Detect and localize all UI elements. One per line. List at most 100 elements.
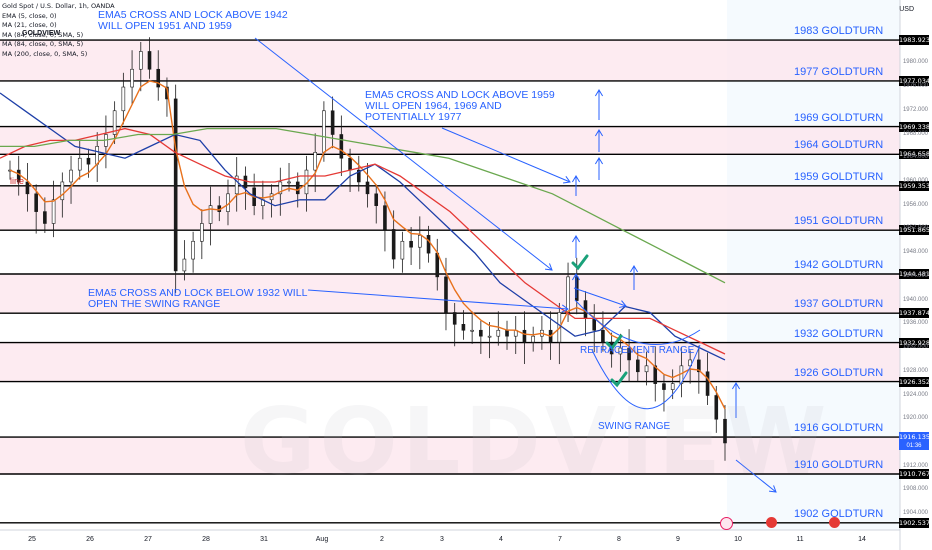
annotation-arrow bbox=[573, 287, 627, 307]
annotation-line: EMA5 CROSS AND LOCK ABOVE 1959 bbox=[365, 89, 555, 101]
y-tick-label: 1956.000 bbox=[902, 201, 928, 208]
candle-body bbox=[147, 51, 152, 70]
chart-legend: Gold Spot / U.S. Dollar, 1h, OANDA EMA (… bbox=[2, 2, 115, 59]
y-tick-label: 1928.000 bbox=[902, 367, 928, 374]
zone-band bbox=[0, 185, 900, 231]
candle-body bbox=[313, 151, 317, 171]
legend-ema5[interactable]: EMA (5, close, 0) bbox=[2, 11, 57, 20]
candle-body bbox=[60, 181, 65, 201]
goldturn-label: 1969 GOLDTURN bbox=[794, 111, 884, 124]
goldturn-label: 1910 GOLDTURN bbox=[794, 458, 884, 471]
legend-ma84-a[interactable]: MA (84, close, 0, SMA, 5) bbox=[2, 30, 84, 39]
event-flag-icon[interactable] bbox=[720, 517, 733, 530]
legend-ma84-b[interactable]: MA (84, close, 0, SMA, 5) bbox=[2, 40, 84, 48]
goldturn-label: 1977 GOLDTURN bbox=[794, 65, 884, 78]
retracement-curve bbox=[574, 299, 701, 345]
legend-ma21[interactable]: MA (21, close, 0) bbox=[2, 21, 57, 29]
candle-body bbox=[191, 240, 195, 260]
candle-body bbox=[461, 324, 466, 331]
goldturn-label: 1959 GOLDTURN bbox=[794, 170, 884, 183]
down-arrow-head bbox=[768, 485, 777, 493]
goldturn-label: 1937 GOLDTURN bbox=[794, 298, 884, 311]
goldturn-label: 1916 GOLDTURN bbox=[794, 422, 884, 435]
y-tick-label: 1940.000 bbox=[902, 296, 928, 303]
up-arrow-head bbox=[629, 265, 639, 273]
y-tick-label: 1912.000 bbox=[902, 462, 928, 469]
up-arrow-head bbox=[731, 382, 741, 390]
candle-body bbox=[714, 395, 719, 420]
check-icon bbox=[605, 334, 623, 351]
candle-body bbox=[409, 240, 413, 248]
candle-body bbox=[121, 86, 126, 112]
annotation-line: EMA5 CROSS AND LOCK ABOVE 1942 bbox=[98, 9, 288, 21]
level-price-tag: 1932.928 bbox=[899, 337, 931, 348]
annotation-line: EMA5 CROSS AND LOCK BELOW 1932 WILL bbox=[88, 287, 308, 299]
y-tick-label: 1976.000 bbox=[902, 83, 928, 90]
goldturn-label: 1983 GOLDTURN bbox=[794, 25, 884, 38]
candle-body bbox=[95, 146, 99, 165]
us-flag-icon[interactable] bbox=[766, 517, 777, 528]
x-tick-label: 4 bbox=[499, 536, 503, 543]
annotation-arrow-head bbox=[544, 263, 553, 271]
currency-label[interactable]: USD bbox=[899, 6, 914, 13]
y-tick-label: 1944.000 bbox=[902, 272, 928, 279]
goldturn-label: 1964 GOLDTURN bbox=[794, 139, 884, 152]
candle-body bbox=[208, 205, 213, 224]
annotation-line: WILL OPEN 1951 AND 1959 bbox=[98, 20, 232, 32]
annotation-line: POTENTIALLY 1977 bbox=[365, 111, 462, 123]
annotation-arrow-head bbox=[563, 176, 571, 184]
candle-body bbox=[43, 211, 47, 224]
zone-band bbox=[0, 437, 900, 474]
candle-body bbox=[487, 335, 492, 338]
brand-logo: GOLDVIEW bbox=[22, 30, 61, 37]
candle-body bbox=[25, 181, 30, 195]
x-tick-label: 27 bbox=[144, 536, 152, 543]
candle-body bbox=[592, 318, 597, 331]
annotation-line: OPEN THE SWING RANGE bbox=[88, 298, 221, 310]
candle-body bbox=[391, 229, 396, 260]
candle-body bbox=[670, 383, 675, 390]
legend-ma200[interactable]: MA (200, close, 0, SMA, 5) bbox=[2, 49, 88, 58]
x-tick-label: 31 bbox=[260, 536, 268, 543]
y-tick-label: 1924.000 bbox=[902, 391, 928, 398]
goldturn-label: 1926 GOLDTURN bbox=[794, 366, 884, 379]
candle-body bbox=[243, 175, 248, 189]
x-tick-label: 9 bbox=[676, 536, 680, 543]
candle-body bbox=[348, 157, 352, 171]
countdown-tag: 01:36 bbox=[899, 442, 929, 450]
candle-body bbox=[636, 359, 640, 373]
candle-body bbox=[400, 240, 405, 260]
legend-symbol[interactable]: Gold Spot / U.S. Dollar, 1h, OANDA bbox=[2, 2, 115, 10]
up-arrow-head bbox=[571, 273, 581, 281]
y-tick-label: 1964.000 bbox=[902, 154, 928, 161]
annotation-top-left: EMA5 CROSS AND LOCK ABOVE 1942 WILL OPEN… bbox=[98, 10, 288, 32]
candle-body bbox=[470, 329, 474, 332]
annotation-top-mid: EMA5 CROSS AND LOCK ABOVE 1959 WILL OPEN… bbox=[365, 90, 555, 123]
swing-curve bbox=[591, 344, 701, 410]
level-price-tag: 1926.352 bbox=[899, 376, 931, 387]
annotation-line-marker: line bbox=[10, 176, 25, 186]
candle-body bbox=[653, 365, 658, 384]
x-tick-label: Aug bbox=[315, 536, 329, 543]
annotation-arrow bbox=[307, 289, 569, 310]
ma84-line bbox=[0, 127, 726, 355]
candle-body bbox=[566, 276, 570, 313]
y-tick-label: 1920.000 bbox=[902, 415, 928, 422]
zone-band bbox=[0, 342, 900, 382]
candle-body bbox=[452, 312, 457, 325]
x-tick-label: 14 bbox=[858, 536, 866, 543]
level-price-tag: 1977.034 bbox=[899, 75, 931, 86]
x-tick-label: 3 bbox=[440, 536, 444, 543]
candle-body bbox=[138, 51, 143, 70]
y-tick-label: 1908.000 bbox=[902, 486, 928, 493]
candle-body bbox=[234, 175, 239, 195]
us-flag-icon[interactable] bbox=[829, 517, 840, 528]
candle-body bbox=[182, 258, 187, 272]
candle-body bbox=[130, 68, 134, 88]
candle-body bbox=[322, 110, 326, 153]
x-tick-label: 2 bbox=[380, 536, 384, 543]
goldturn-label: 1932 GOLDTURN bbox=[794, 327, 884, 340]
candle-body bbox=[173, 98, 178, 272]
level-price-tag: 1910.767 bbox=[899, 468, 931, 479]
candle-body bbox=[723, 418, 727, 444]
